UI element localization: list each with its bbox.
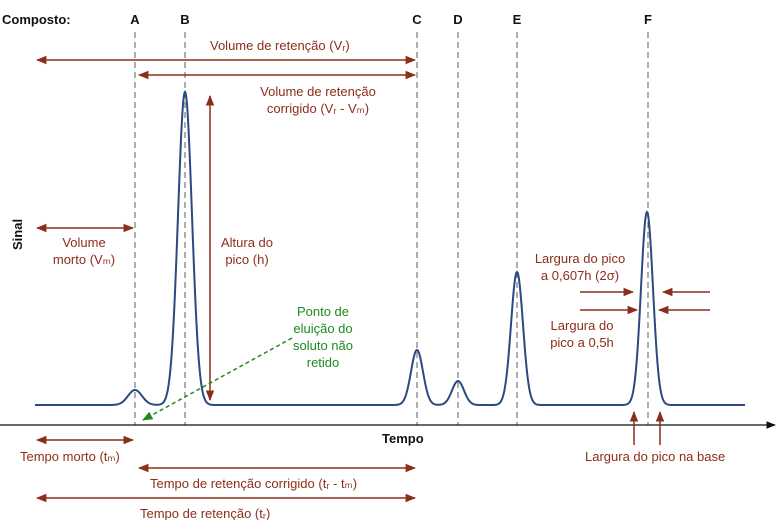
compound-label: B: [180, 12, 189, 27]
label: pico (h): [225, 252, 268, 267]
label: soluto não: [293, 338, 353, 353]
label: Tempo de retenção corrigido (tᵣ - tₘ): [150, 476, 357, 491]
label: Largura do pico na base: [585, 449, 725, 464]
compound-label: D: [453, 12, 462, 27]
label: pico a 0,5h: [550, 335, 614, 350]
label: Volume: [62, 235, 105, 250]
compound-label: C: [412, 12, 422, 27]
compound-label: F: [644, 12, 652, 27]
label: Largura do: [551, 318, 614, 333]
label: Volume de retenção: [260, 84, 376, 99]
label: corrigido (Vᵣ - Vₘ): [267, 101, 369, 116]
label: Tempo morto (tₘ): [20, 449, 120, 464]
label: Altura do: [221, 235, 273, 250]
label: morto (Vₘ): [53, 252, 115, 267]
header: Composto:: [2, 12, 71, 27]
label: a 0,607h (2σ): [541, 268, 619, 283]
label: Largura do pico: [535, 251, 625, 266]
label: Tempo de retenção (tᵣ): [140, 506, 270, 520]
label: retido: [307, 355, 340, 370]
label: eluição do: [293, 321, 352, 336]
compound-lines: [134, 32, 649, 425]
arrow: [142, 337, 293, 421]
y-axis-label: Sinal: [10, 219, 25, 250]
label: Volume de retenção (Vᵣ): [210, 38, 350, 53]
compound-label: E: [513, 12, 522, 27]
compound-label: A: [130, 12, 140, 27]
label: Ponto de: [297, 304, 349, 319]
x-axis-label: Tempo: [382, 431, 424, 446]
signal-curve: [35, 90, 745, 406]
